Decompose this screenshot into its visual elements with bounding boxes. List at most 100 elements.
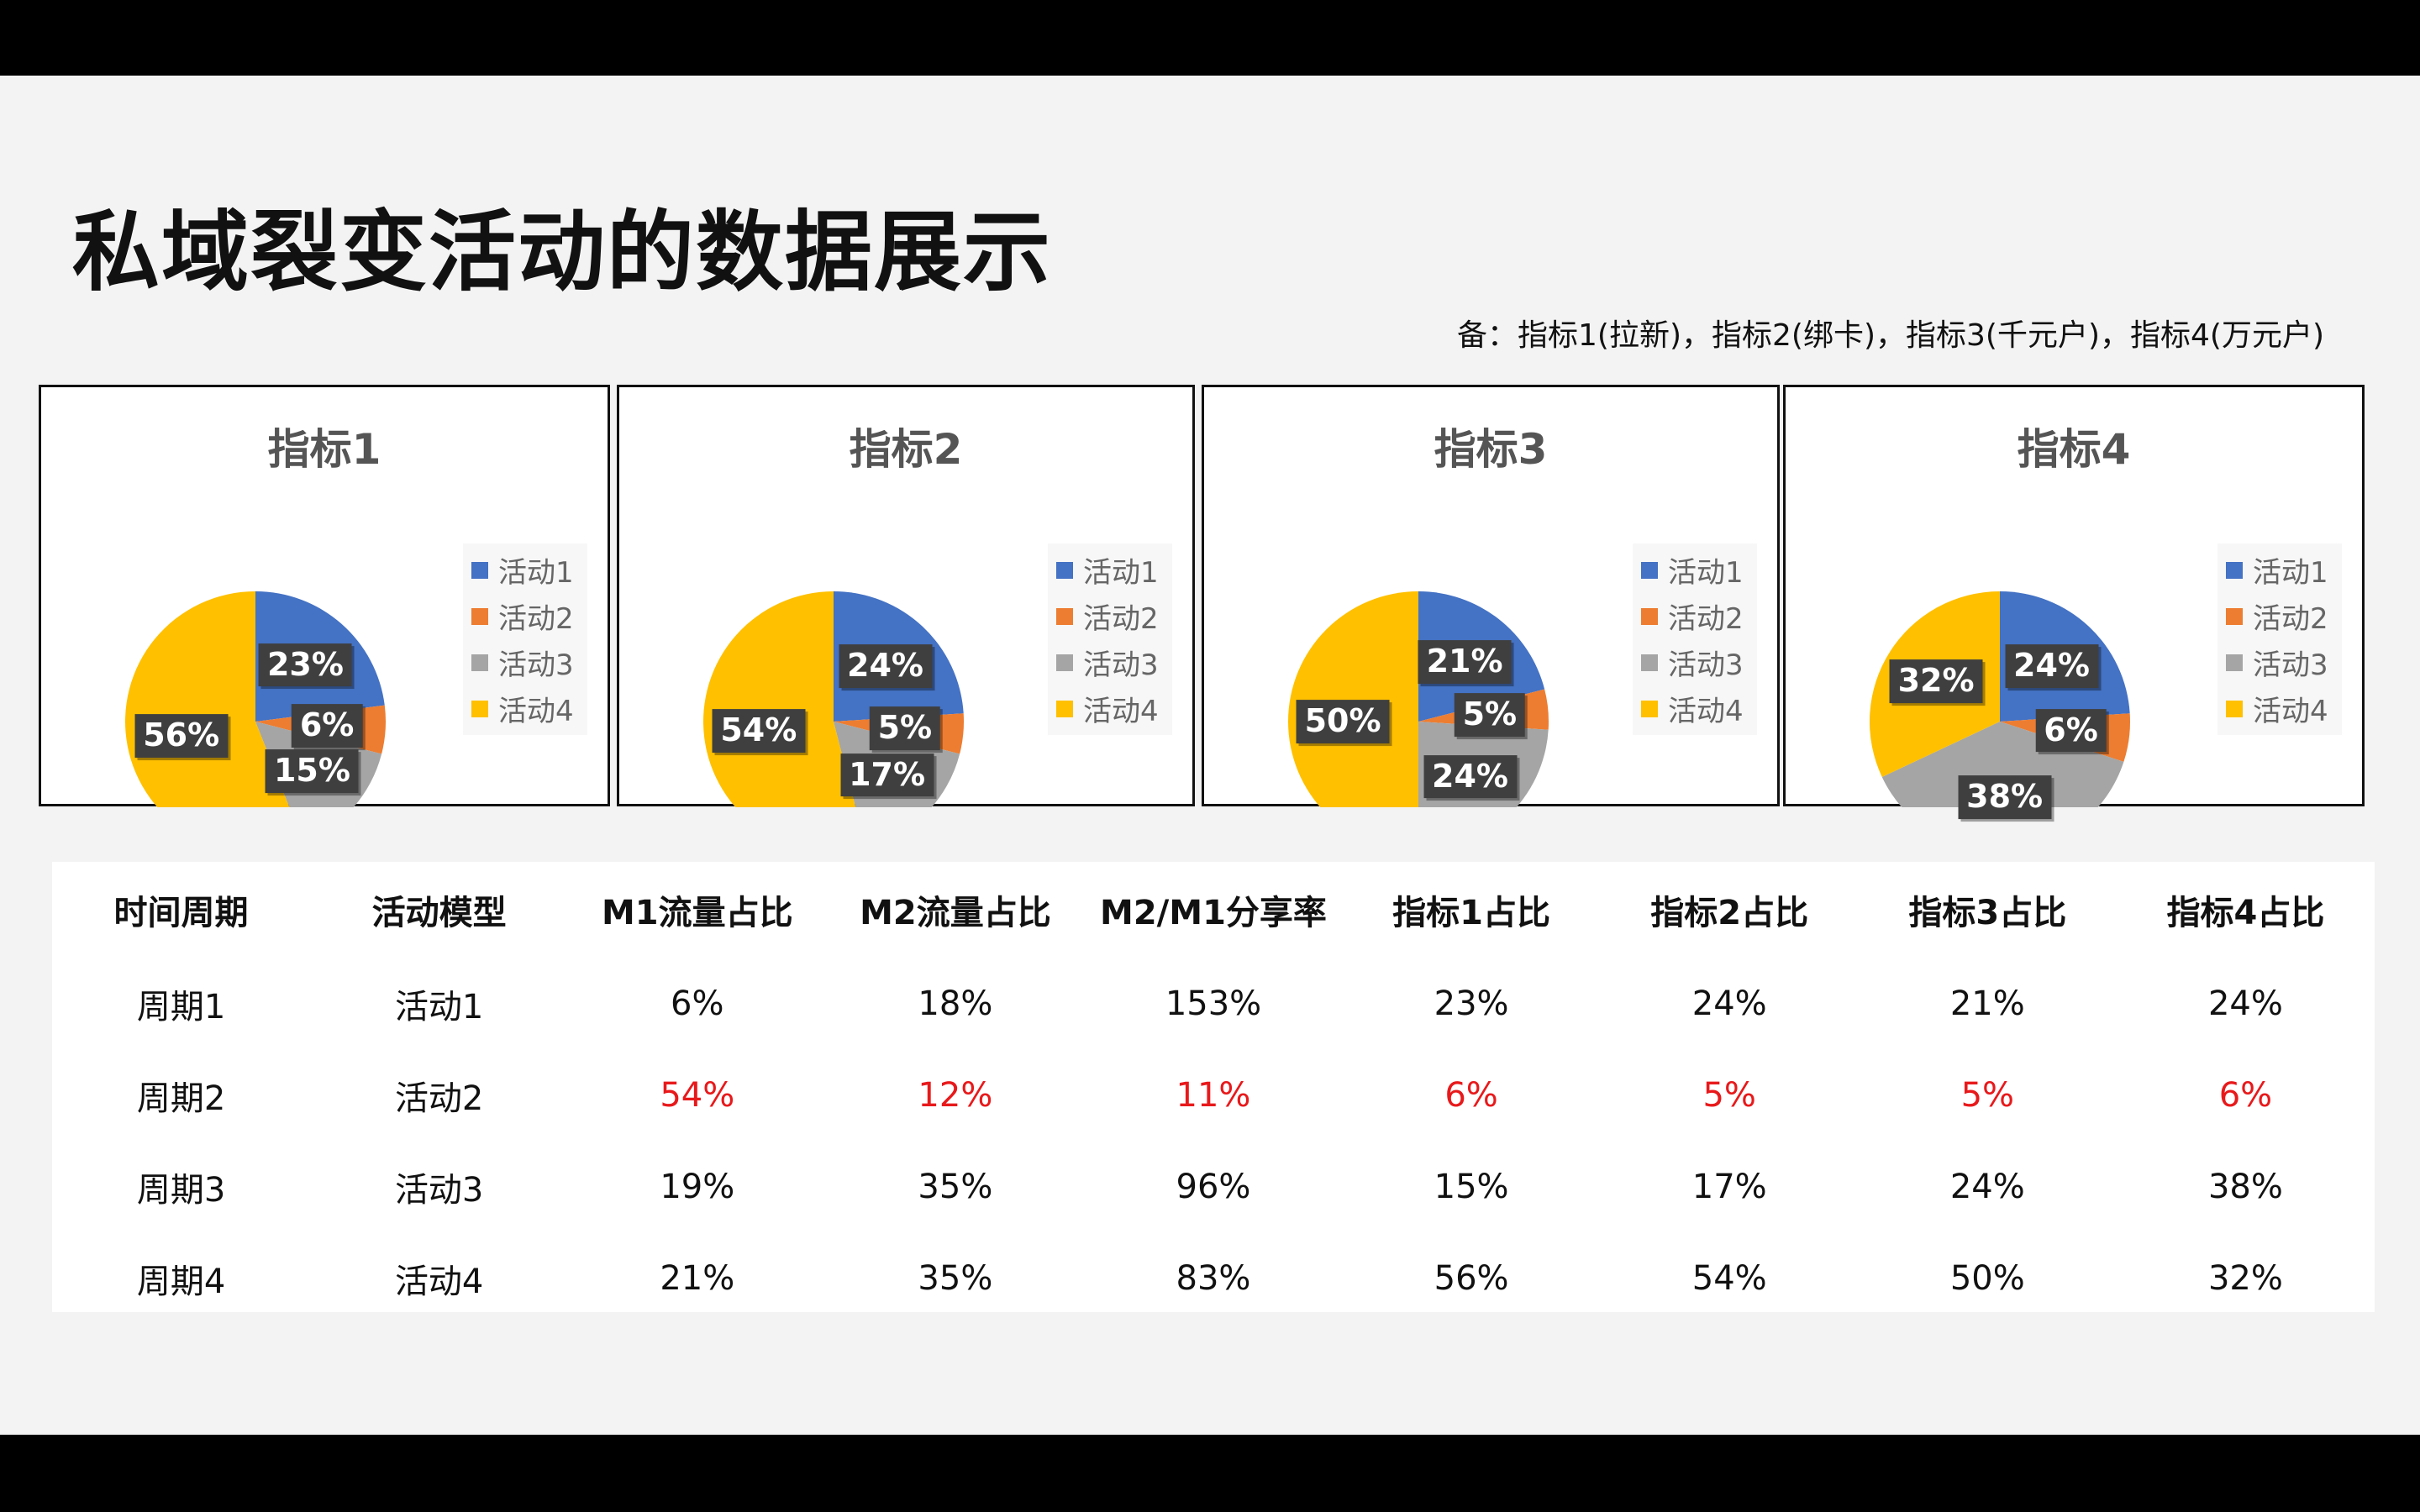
legend-item: 活动1 [463,547,587,593]
column-header: 指标3占比 [1908,894,2067,932]
page-title: 私域裂变活动的数据展示 [72,201,1053,303]
table-cell: 153% [1165,984,1262,1023]
legend-label: 活动4 [1083,695,1159,728]
chart-panel-3: 指标3 21% 5% 24% 50% 活动1 活动2 活动3 活动4 [1202,385,1780,807]
slide: 私域裂变活动的数据展示 备：指标1(拉新)，指标2(绑卡)，指标3(千元户)，指… [0,76,2420,1435]
legend-swatch [1641,561,1658,579]
legend-item: 活动2 [1048,593,1172,639]
data-label: 6% [2035,708,2107,753]
data-label: 17% [840,753,934,797]
data-label: 15% [265,749,359,794]
table-cell: 周期3 [136,1170,226,1210]
legend-label: 活动2 [498,602,574,636]
legend-label: 活动3 [1083,648,1159,682]
legend-label: 活动1 [498,556,574,590]
legend-swatch [1056,654,1073,671]
column-header: 活动模型 [371,894,507,932]
data-label: 5% [1454,693,1526,737]
legend-item: 活动3 [1048,639,1172,685]
chart-legend: 活动1 活动2 活动3 活动4 [1633,543,1757,735]
legend-label: 活动4 [1668,695,1744,728]
data-label: 38% [1958,774,2052,819]
legend-item: 活动3 [2217,639,2342,685]
column-header: 指标2占比 [1650,894,1809,932]
table-cell: 24% [2207,984,2283,1023]
table-cell: 96% [1176,1167,1251,1206]
column-header: M1流量占比 [601,894,793,932]
chart-panel-2: 指标2 24% 5% 17% 54% 活动1 活动2 活动3 活动4 [617,385,1195,807]
legend-item: 活动2 [463,593,587,639]
table-body: 周期1 活动1 6% 18% 153% 23% 24% 21% 24% 周期2 活动2 54% 12% 1… [52,958,2375,1324]
data-label: 23% [258,643,352,687]
chart-legend: 活动1 活动2 活动3 活动4 [1048,543,1172,735]
legend-label: 活动2 [2253,602,2328,636]
legend-item: 活动2 [1633,593,1757,639]
legend-item: 活动4 [463,685,587,732]
column-header: 指标1占比 [1392,894,1551,932]
legend-label: 活动2 [1668,602,1744,636]
legend-item: 活动3 [1633,639,1757,685]
table-cell: 6% [671,984,724,1023]
chart-title: 指标2 [849,425,963,474]
table-cell: 活动2 [394,1079,484,1118]
table-cell: 21% [1949,984,2025,1023]
table-cell: 54% [660,1075,735,1115]
legend-item: 活动4 [2217,685,2342,732]
table-cell: 5% [1702,1075,1756,1115]
data-label: 6% [291,704,363,748]
table-cell: 83% [1176,1258,1251,1298]
table-cell: 活动1 [394,987,484,1026]
table-cell: 32% [2207,1258,2283,1298]
legend-item: 活动4 [1633,685,1757,732]
table-cell: 6% [2218,1075,2273,1115]
table-cell: 5% [1960,1075,2015,1115]
data-label: 56% [134,713,229,758]
table-cell: 54% [1691,1258,1767,1298]
legend-item: 活动1 [2217,547,2342,593]
legend-swatch [2226,607,2243,625]
legend-item: 活动3 [463,639,587,685]
legend-swatch [1641,654,1658,671]
table-cell: 21% [660,1258,735,1298]
data-label: 24% [839,644,933,689]
legend-item: 活动2 [2217,593,2342,639]
table-cell: 周期4 [136,1262,226,1301]
table-cell: 19% [660,1167,735,1206]
table-cell: 11% [1176,1075,1251,1115]
legend-swatch [471,654,488,671]
column-header: M2流量占比 [860,894,1051,932]
chart-legend: 活动1 活动2 活动3 活动4 [2217,543,2342,735]
column-header: M2/M1分享率 [1100,894,1327,932]
legend-swatch [1641,700,1658,717]
table-cell: 6% [1444,1075,1498,1115]
table-row: 周期3 活动3 19% 35% 96% 15% 17% 24% 38% [52,1141,2375,1232]
chart-title: 指标1 [267,425,381,474]
table-cell: 50% [1949,1258,2025,1298]
table-row: 周期2 活动2 54% 12% 11% 6% 5% 5% 6% [52,1049,2375,1141]
data-label: 54% [712,709,806,753]
legend-swatch [471,700,488,717]
legend-item: 活动4 [1048,685,1172,732]
chart-title: 指标3 [1434,425,1548,474]
table-cell: 活动4 [394,1262,484,1301]
data-label: 24% [1423,754,1518,799]
pie-slice-4 [703,591,856,807]
legend-label: 活动3 [2253,648,2328,682]
legend-label: 活动1 [2253,556,2328,590]
data-label: 5% [869,706,941,750]
chart-legend: 活动1 活动2 活动3 活动4 [463,543,587,735]
data-label: 21% [1418,640,1512,684]
legend-swatch [1641,607,1658,625]
table-cell: 12% [918,1075,993,1115]
legend-swatch [2226,700,2243,717]
table-header-row: 时间周期 活动模型 M1流量占比 M2流量占比 M2/M1分享率 指标1占比 指标2占比 指标… [52,862,2375,958]
legend-swatch [2226,561,2243,579]
legend-label: 活动3 [1668,648,1744,682]
table-cell: 周期1 [136,987,226,1026]
table-cell: 38% [2207,1167,2283,1206]
table-cell: 15% [1434,1167,1509,1206]
legend-item: 活动1 [1048,547,1172,593]
legend-swatch [1056,700,1073,717]
table-cell: 23% [1434,984,1509,1023]
legend-label: 活动1 [1083,556,1159,590]
